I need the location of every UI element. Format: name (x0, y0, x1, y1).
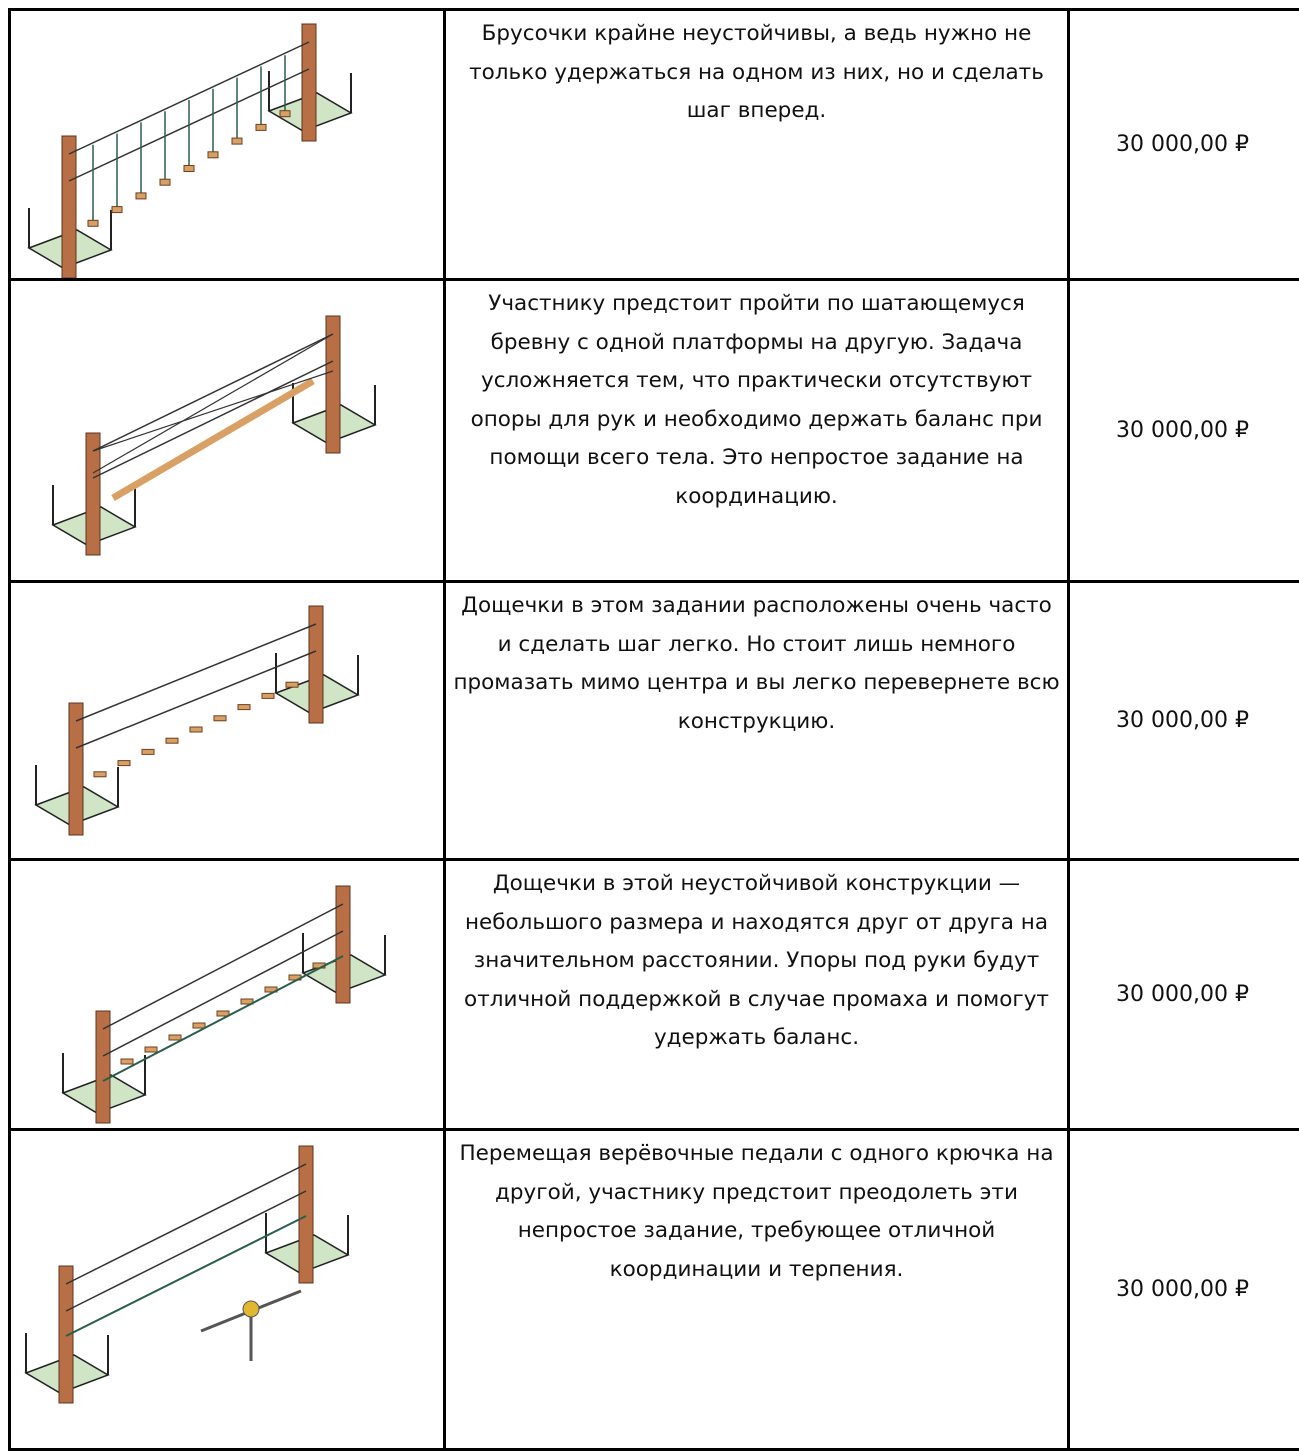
rope (103, 904, 343, 1029)
price: 30 000,00 ₽ (1069, 860, 1299, 1130)
row: Дощечки в этой неустойчивой конструкции … (10, 860, 1299, 1130)
post (69, 703, 83, 835)
image-cell (10, 10, 445, 280)
block (232, 138, 242, 144)
price: 30 000,00 ₽ (1069, 582, 1299, 860)
image-cell (10, 860, 445, 1130)
block (136, 193, 146, 199)
block (256, 124, 266, 130)
block (184, 166, 194, 172)
rope (103, 931, 343, 1056)
image-cell (10, 280, 445, 582)
post (336, 886, 350, 1003)
block (88, 220, 98, 226)
plank (214, 716, 226, 721)
description: Перемещая верёвочные педали с одного крю… (445, 1130, 1069, 1450)
row: Дощечки в этом задании расположены очень… (10, 582, 1299, 860)
block (160, 179, 170, 185)
rope (66, 1164, 306, 1284)
post (302, 24, 316, 141)
row: Участнику предстоит пройти по шатающемус… (10, 280, 1299, 582)
pedal (243, 1301, 259, 1317)
plank (145, 1047, 157, 1052)
table-body: Брусочки крайне неустойчивы, а ведь нужн… (10, 10, 1299, 1450)
equipment-illustration (11, 281, 443, 580)
description: Брусочки крайне неустойчивы, а ведь нужн… (445, 10, 1069, 280)
equipment-illustration (11, 861, 443, 1128)
plank (94, 772, 106, 777)
block (280, 111, 290, 117)
rail (66, 1216, 306, 1336)
equipment-illustration (11, 1131, 443, 1448)
rope (93, 361, 333, 478)
equipment-illustration (11, 11, 443, 278)
price: 30 000,00 ₽ (1069, 10, 1299, 280)
plank (190, 727, 202, 732)
plank (166, 738, 178, 743)
rope (93, 334, 333, 473)
post (96, 1011, 110, 1123)
plank (286, 682, 298, 687)
rope (76, 651, 316, 748)
plank (169, 1035, 181, 1040)
row: Перемещая верёвочные педали с одного крю… (10, 1130, 1299, 1450)
plank (262, 693, 274, 698)
row: Брусочки крайне неустойчивы, а ведь нужн… (10, 10, 1299, 280)
image-cell (10, 1130, 445, 1450)
price: 30 000,00 ₽ (1069, 1130, 1299, 1450)
post (309, 606, 323, 723)
plank (142, 749, 154, 754)
block (208, 152, 218, 158)
plank (238, 705, 250, 710)
rail (103, 956, 343, 1081)
plank (193, 1023, 205, 1028)
description: Дощечки в этой неустойчивой конструкции … (445, 860, 1069, 1130)
block (112, 207, 122, 213)
plank (118, 761, 130, 766)
equipment-illustration (11, 583, 443, 858)
rope (76, 624, 316, 721)
price: 30 000,00 ₽ (1069, 280, 1299, 582)
post (62, 136, 76, 278)
price-table: Брусочки крайне неустойчивы, а ведь нужн… (8, 8, 1299, 1451)
log (113, 381, 313, 498)
image-cell (10, 582, 445, 860)
plank (121, 1059, 133, 1064)
description: Дощечки в этом задании расположены очень… (445, 582, 1069, 860)
post (86, 433, 100, 555)
description: Участнику предстоит пройти по шатающемус… (445, 280, 1069, 582)
